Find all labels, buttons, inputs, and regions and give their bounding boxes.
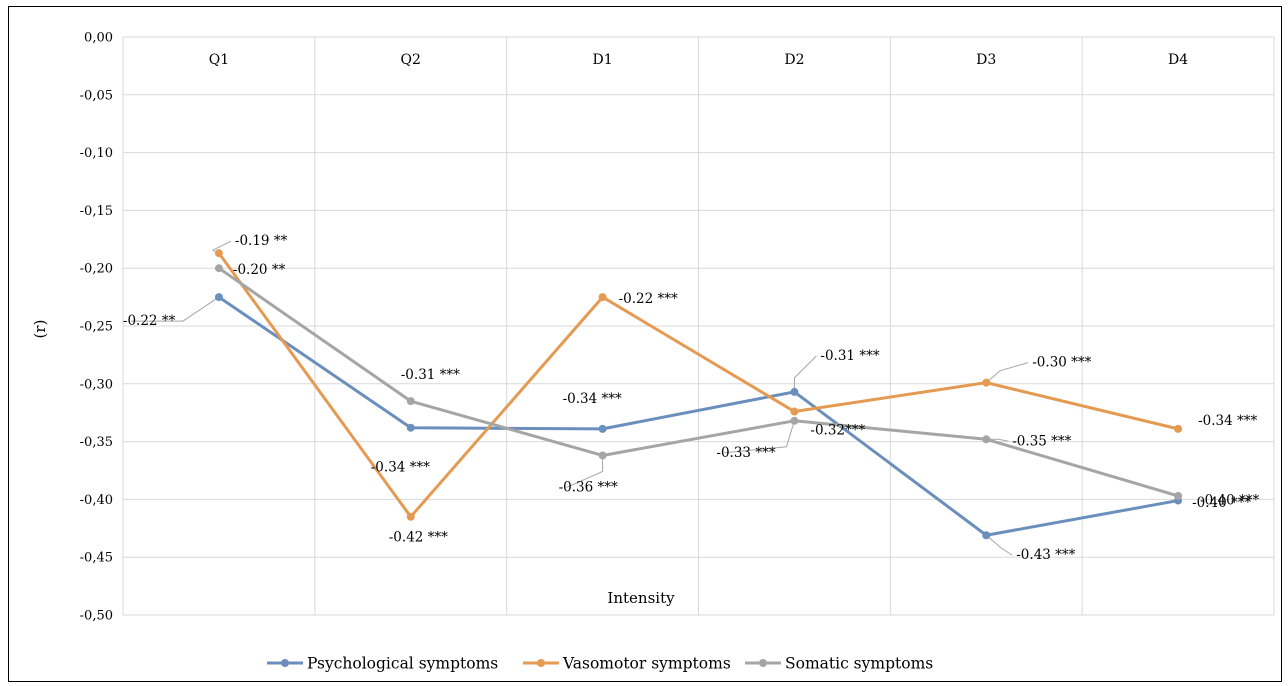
- legend-item: Psychological symptoms: [267, 655, 498, 673]
- data-label: -0.20 **: [233, 262, 286, 278]
- series-line: [218, 295, 1179, 537]
- data-label: -0.34 ***: [371, 460, 430, 476]
- legend-item: Somatic symptoms: [745, 655, 933, 673]
- y-tick-label: -0,45: [80, 551, 113, 566]
- leader-line: [724, 420, 795, 454]
- leader-line: [793, 355, 817, 392]
- data-labels: -0.22 ** -0.34 *** -0.34 *** -0.31 *** -0.43…: [123, 233, 1260, 563]
- y-tick-label: -0,30: [80, 377, 113, 392]
- y-tick-label: -0,40: [80, 493, 113, 508]
- data-point: [214, 264, 223, 273]
- data-label: -0.19 **: [235, 233, 288, 249]
- legend-label: Psychological symptoms: [307, 655, 498, 673]
- y-tick-label: -0,25: [80, 320, 113, 335]
- data-point: [1174, 491, 1183, 500]
- y-tick-label: -0,20: [80, 262, 113, 277]
- data-label: -0.30 ***: [1032, 355, 1091, 371]
- data-point: [406, 512, 415, 521]
- y-tick-label: -0,10: [80, 146, 113, 161]
- data-point: [982, 531, 991, 540]
- category-label: D3: [976, 52, 996, 68]
- legend: Psychological symptoms Vasomotor symptoms…: [267, 655, 933, 673]
- y-tick-label: -0,35: [80, 435, 113, 450]
- y-tick-label: -0,15: [80, 204, 113, 219]
- data-label: -0.35 ***: [1012, 433, 1071, 449]
- leader-line: [985, 534, 1013, 556]
- label-leader-lines: [130, 240, 1029, 556]
- data-label: -0.33 ***: [716, 445, 775, 461]
- data-label: -0.32***: [810, 423, 865, 439]
- data-label: -0.31 ***: [820, 348, 879, 364]
- y-axis-ticks: 0,00 -0,05 -0,10 -0,15 -0,20 -0,25 -0,30 -0,35 -…: [80, 31, 113, 624]
- chart-frame: 0,00 -0,05 -0,10 -0,15 -0,20 -0,25 -0,30 -0,35-…: [8, 6, 1282, 682]
- data-point: [1174, 424, 1183, 433]
- data-label: -0.34 ***: [1198, 413, 1257, 429]
- data-point: [406, 423, 415, 432]
- data-point: [790, 387, 799, 396]
- leader-line: [130, 296, 220, 322]
- data-label: -0.42 ***: [389, 530, 448, 546]
- data-point: [790, 416, 799, 425]
- category-label: D4: [1168, 52, 1188, 68]
- data-label: -0.40 ***: [1200, 493, 1259, 509]
- data-label: -0.40 ***: [1192, 495, 1251, 511]
- data-label: -0.22 **: [123, 313, 176, 329]
- data-point: [982, 435, 991, 444]
- data-label: -0.31 ***: [401, 367, 460, 383]
- data-label: -0.22 ***: [619, 291, 678, 307]
- data-point: [790, 407, 799, 416]
- data-label: -0.43 ***: [1016, 547, 1075, 563]
- y-axis-title: (r): [31, 320, 49, 339]
- gridlines: [122, 36, 1275, 616]
- series-line: [217, 252, 1179, 519]
- data-label: -0.34 ***: [563, 391, 622, 407]
- category-labels: Q1 Q2 D1 D2 D3 D4: [209, 52, 1189, 68]
- category-label: D2: [784, 52, 804, 68]
- data-label: -0.36 ***: [559, 479, 618, 495]
- data-point: [406, 397, 415, 406]
- legend-marker: [537, 659, 545, 667]
- legend-label: Somatic symptoms: [785, 655, 933, 673]
- legend-label: Vasomotor symptoms: [562, 655, 731, 673]
- series-line: [218, 266, 1179, 498]
- y-tick-label: 0,00: [84, 31, 113, 46]
- data-point: [982, 378, 991, 387]
- data-point: [598, 293, 607, 302]
- category-label: D1: [593, 52, 613, 68]
- legend-marker: [759, 659, 767, 667]
- category-label: Q1: [209, 52, 229, 68]
- series-lines: [214, 249, 1183, 540]
- data-point: [214, 293, 223, 302]
- legend-item: Vasomotor symptoms: [523, 655, 731, 673]
- data-point: [598, 424, 607, 433]
- legend-marker: [281, 659, 289, 667]
- leader-line: [985, 362, 1029, 384]
- leader-line: [566, 455, 604, 488]
- y-tick-label: -0,05: [80, 88, 113, 103]
- data-point: [598, 451, 607, 460]
- y-tick-label: -0,50: [80, 609, 113, 624]
- x-axis-title: Intensity: [607, 589, 675, 607]
- data-point: [214, 249, 223, 258]
- category-label: Q2: [401, 52, 421, 68]
- line-chart: 0,00-0,05-0,10-0,15-0,20-0,25-0,30-0,35-…: [31, 31, 1275, 673]
